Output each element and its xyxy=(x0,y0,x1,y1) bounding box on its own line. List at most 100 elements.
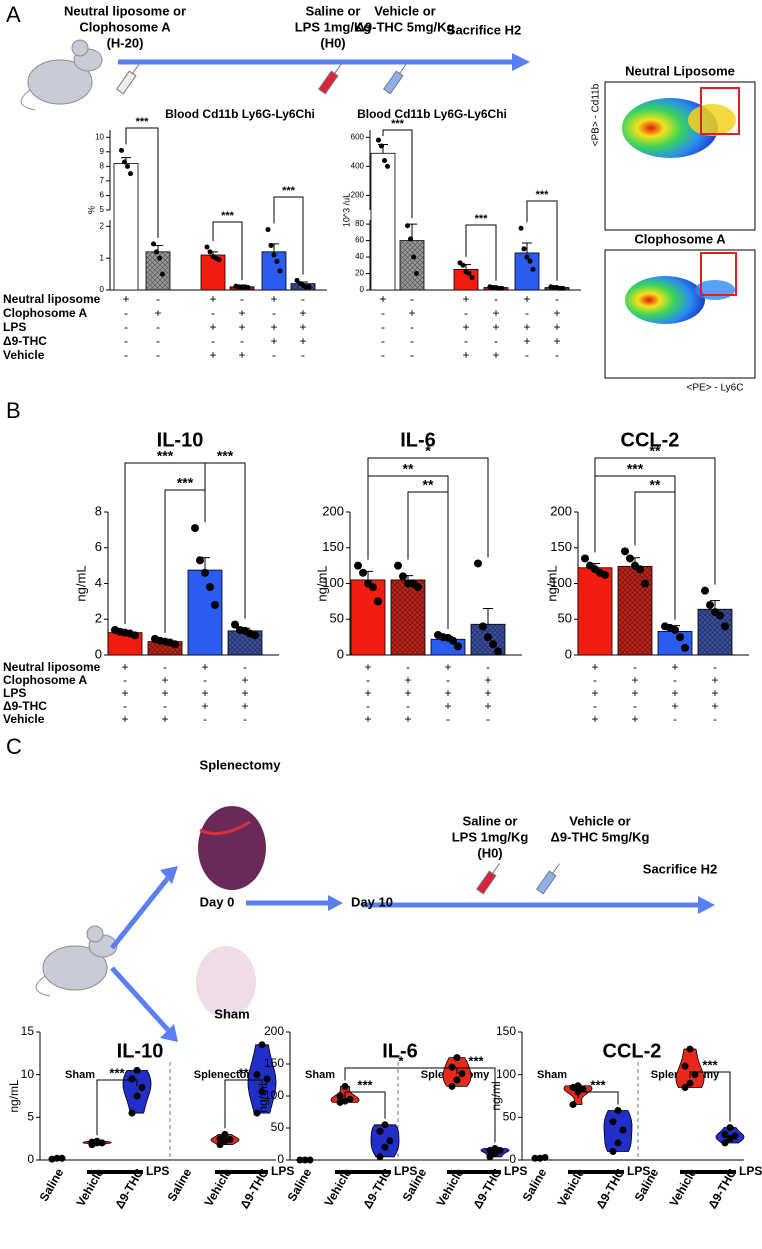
data-point xyxy=(671,625,679,634)
y-tick-label: 6 xyxy=(100,191,105,200)
condition-sign: + xyxy=(631,712,638,726)
data-point xyxy=(579,1085,587,1093)
spleen-icon xyxy=(198,806,266,890)
condition-sign: + xyxy=(484,673,491,687)
y-tick-label: 150 xyxy=(322,539,344,554)
data-point xyxy=(128,1109,136,1117)
y-tick-label: 80 xyxy=(355,219,364,228)
data-point xyxy=(196,556,204,565)
condition-sign: - xyxy=(381,306,385,320)
significance-label: ** xyxy=(403,461,414,477)
data-point xyxy=(453,1054,461,1062)
condition-sign: - xyxy=(124,320,128,334)
significance-label: *** xyxy=(217,448,234,464)
flow-density xyxy=(625,276,705,324)
y-tick-label: 200 xyxy=(322,503,344,518)
data-point xyxy=(581,554,589,563)
x-tick-label: Saline xyxy=(37,1166,67,1204)
data-point xyxy=(449,636,457,645)
condition-sign: + xyxy=(270,334,277,348)
y-tick-label: 8 xyxy=(100,161,105,170)
treatment-label: LPS xyxy=(739,1164,762,1178)
treatment-label: LPS xyxy=(394,1164,417,1178)
bar xyxy=(577,567,613,656)
y-axis-label: % xyxy=(86,206,96,214)
timeline-text: Δ9-THC 5mg/Kg xyxy=(356,19,455,34)
data-point xyxy=(691,1071,699,1079)
bar xyxy=(370,152,396,291)
data-point xyxy=(191,524,199,533)
condition-sign: + xyxy=(299,306,306,320)
condition-sign: - xyxy=(124,334,128,348)
condition-sign: + xyxy=(492,320,499,334)
y-tick-label: 200 xyxy=(351,191,365,200)
data-point xyxy=(379,143,384,149)
y-tick-label: 100 xyxy=(264,1088,284,1102)
data-point xyxy=(301,1156,309,1164)
data-point xyxy=(721,1139,729,1147)
data-point xyxy=(125,163,130,169)
condition-sign: - xyxy=(156,334,160,348)
condition-sign: + xyxy=(161,712,168,726)
condition-sign: - xyxy=(163,660,167,674)
data-point xyxy=(458,1070,466,1078)
section-label: Splenectomy xyxy=(194,1069,263,1081)
timeline-text: (H0) xyxy=(477,845,502,860)
condition-sign: + xyxy=(404,686,411,700)
y-tick-label: 4 xyxy=(95,575,102,590)
condition-sign: - xyxy=(123,673,127,687)
arrow-head xyxy=(698,896,715,914)
data-point xyxy=(138,1083,146,1091)
condition-sign: - xyxy=(525,306,529,320)
data-point xyxy=(706,600,714,609)
condition-sign: - xyxy=(673,712,677,726)
data-point xyxy=(394,561,402,570)
condition-sign: + xyxy=(404,712,411,726)
syringe xyxy=(475,863,500,895)
syringe xyxy=(317,63,342,95)
condition-sign: + xyxy=(364,660,371,674)
condition-label: LPS xyxy=(3,686,26,700)
condition-sign: + xyxy=(671,660,678,674)
bar xyxy=(113,163,139,291)
condition-sign: + xyxy=(209,292,216,306)
arrow-head xyxy=(160,866,178,884)
significance-bracket xyxy=(344,1091,386,1119)
condition-sign: + xyxy=(631,686,638,700)
data-point xyxy=(211,600,219,609)
condition-sign: + xyxy=(591,712,598,726)
condition-sign: - xyxy=(555,348,559,362)
y-tick-label: 200 xyxy=(550,503,572,518)
data-point xyxy=(160,271,165,277)
condition-sign: + xyxy=(379,292,386,306)
condition-sign: + xyxy=(523,334,530,348)
y-tick-label: 20 xyxy=(355,269,364,278)
condition-sign: + xyxy=(591,686,598,700)
chart-title: CCL-2 xyxy=(603,1040,662,1062)
significance-label: *** xyxy=(627,461,644,477)
data-point xyxy=(448,1082,456,1090)
condition-sign: + xyxy=(122,292,129,306)
data-point xyxy=(531,1154,539,1162)
significance-label: *** xyxy=(282,185,296,197)
y-tick-label: 10 xyxy=(21,1067,35,1081)
data-point xyxy=(569,1101,577,1109)
y-tick-label: 100 xyxy=(322,575,344,590)
data-point xyxy=(216,1141,224,1149)
data-point xyxy=(524,254,530,260)
condition-sign: - xyxy=(301,348,305,362)
data-point xyxy=(381,1121,389,1129)
data-point xyxy=(133,1066,141,1074)
data-point xyxy=(151,241,156,247)
condition-sign: + xyxy=(299,320,306,334)
condition-sign: - xyxy=(272,348,276,362)
condition-sign: - xyxy=(593,673,597,687)
timeline-text: Δ9-THC 5mg/Kg xyxy=(551,829,650,844)
data-point xyxy=(221,1130,229,1138)
y-axis-label: ng/mL xyxy=(73,565,88,601)
significance-label: *** xyxy=(590,1077,606,1092)
data-point xyxy=(253,1071,261,1079)
data-point xyxy=(294,277,300,283)
data-point xyxy=(499,285,505,291)
